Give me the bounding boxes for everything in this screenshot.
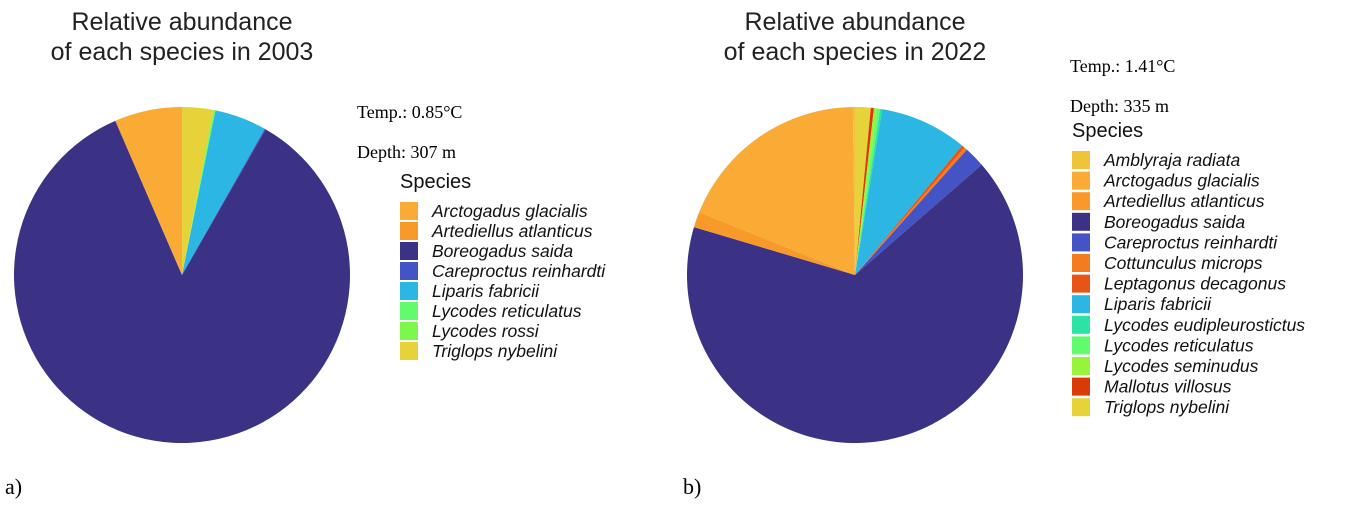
panel-label: b) — [683, 474, 701, 499]
legend-label: Boreogadus saida — [432, 241, 573, 261]
legend-swatch — [1072, 295, 1090, 314]
legend-swatch — [1072, 254, 1090, 272]
legend-label: Lycodes reticulatus — [432, 301, 582, 321]
pie-slice — [182, 128, 266, 275]
legend-swatch — [1072, 398, 1090, 417]
legend-swatch — [1072, 212, 1090, 231]
legend-swatch — [400, 242, 418, 260]
pie-slice — [182, 107, 214, 275]
legend-label: Mallotus villosus — [1104, 377, 1232, 397]
legend-label: Lycodes seminudus — [1104, 356, 1259, 376]
legend-label: Artediellus atlanticus — [431, 221, 593, 241]
legend-swatch — [1072, 151, 1090, 169]
legend-swatch — [400, 302, 418, 320]
pie-slice — [855, 108, 878, 275]
legend-label: Lycodes eudipleurostictus — [1104, 315, 1305, 335]
legend-label: Lycodes reticulatus — [1104, 335, 1254, 355]
chart-title: Relative abundance of each species in 200… — [51, 8, 314, 66]
pie-slice — [852, 107, 855, 275]
panel-label: a) — [5, 474, 22, 499]
pie-slice — [855, 107, 874, 275]
legend-label: Careproctus reinhardti — [1104, 232, 1278, 252]
legend-label: Triglops nybelini — [1104, 397, 1230, 417]
legend-swatch — [1072, 171, 1090, 190]
legend-title: Species — [400, 171, 471, 193]
pie-slice — [182, 109, 215, 275]
legend-swatch — [400, 222, 418, 240]
legend-label: Artediellus atlanticus — [1103, 191, 1265, 211]
legend-label: Liparis fabricii — [1104, 294, 1212, 314]
pie-slice — [855, 108, 881, 275]
pie-slice — [182, 110, 265, 275]
pie-slice — [182, 110, 216, 276]
legend-label: Triglops nybelini — [432, 341, 558, 361]
pie-slice — [855, 145, 965, 275]
legend-swatch — [1072, 192, 1090, 211]
pie-slice — [855, 147, 967, 275]
legend-label: Lycodes rossi — [432, 321, 540, 341]
legend-label: Boreogadus saida — [1104, 212, 1245, 232]
legend-label: Arctogadus glacialis — [1103, 171, 1260, 191]
legend-swatch — [1072, 233, 1090, 252]
legend-label: Cottunculus microps — [1104, 253, 1263, 273]
pie-slice — [14, 120, 351, 443]
legend-swatch — [1072, 315, 1090, 334]
legend-swatch — [1072, 336, 1090, 355]
annotation: Depth: 335 m — [1070, 96, 1169, 116]
legend-swatch — [1072, 274, 1090, 293]
pie-slice — [686, 164, 1023, 443]
pie-slice — [115, 120, 182, 275]
annotation: Temp.: 0.85°C — [357, 102, 462, 122]
pie-slice — [693, 212, 855, 275]
legend-swatch — [400, 322, 418, 340]
legend-title: Species — [1072, 120, 1143, 142]
legend-swatch — [400, 282, 418, 300]
pie-slice — [855, 149, 982, 275]
legend-swatch — [400, 202, 418, 220]
legend-label: Careproctus reinhardti — [432, 261, 606, 281]
legend-label: Leptagonus decagonus — [1104, 274, 1286, 294]
chart-title: Relative abundance of each species in 202… — [724, 8, 987, 66]
legend-label: Amblyraja radiata — [1103, 150, 1240, 170]
pie-slice — [116, 107, 182, 275]
legend-swatch — [400, 262, 418, 280]
pie-slice — [855, 109, 963, 276]
pie-slice — [855, 108, 883, 275]
legend-swatch — [400, 342, 418, 360]
legend-label: Liparis fabricii — [432, 281, 540, 301]
legend-swatch — [1072, 377, 1090, 396]
pie-slice — [699, 107, 855, 275]
annotation: Depth: 307 m — [357, 142, 456, 162]
pie-slice — [855, 107, 871, 275]
legend-swatch — [1072, 357, 1090, 375]
legend-label: Arctogadus glacialis — [431, 201, 588, 221]
annotation: Temp.: 1.41°C — [1070, 56, 1175, 76]
